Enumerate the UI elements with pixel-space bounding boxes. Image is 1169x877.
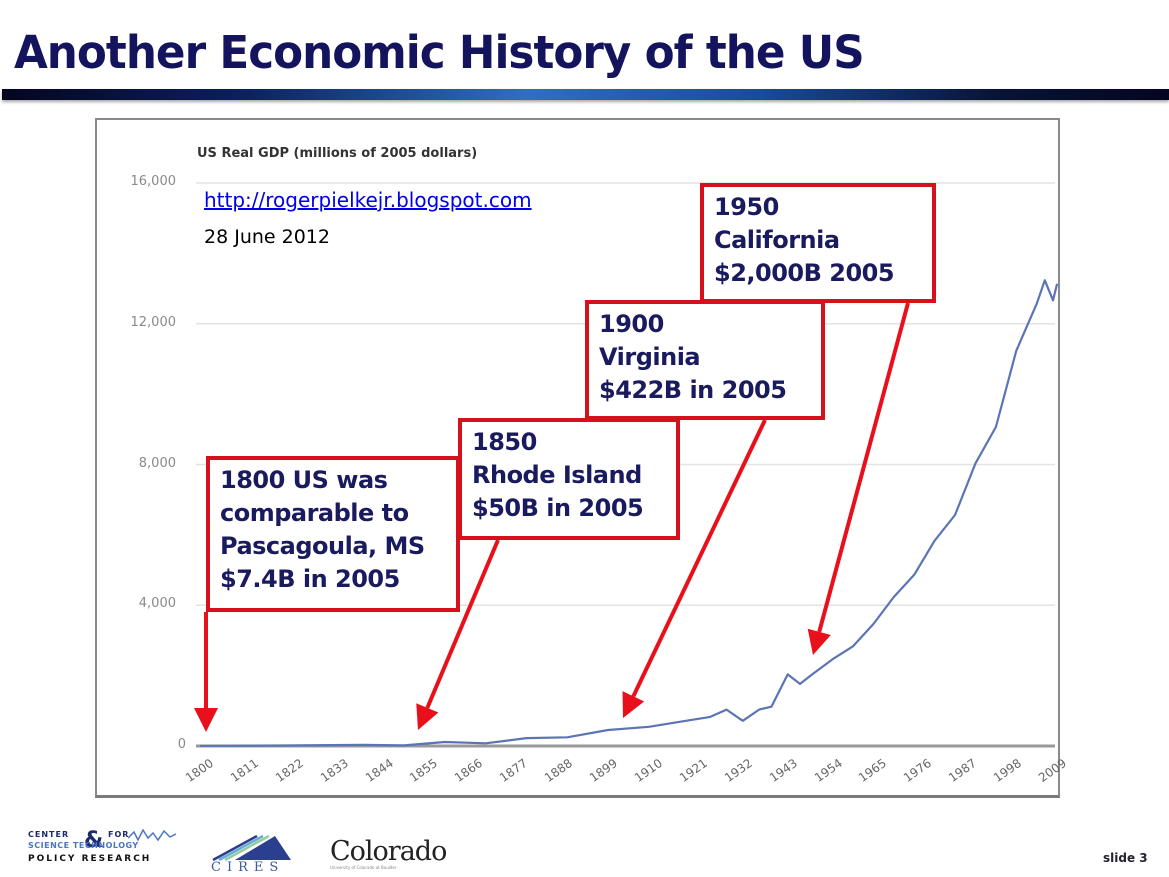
callout-1950-california: 1950 California $2,000B 2005 <box>700 183 936 303</box>
colorado-logo-text: Colorado <box>330 836 447 867</box>
callout-1900-virginia: 1900 Virginia $422B in 2005 <box>585 300 825 420</box>
slide-title: Another Economic History of the US <box>14 26 865 79</box>
callout-line: 1900 <box>599 310 664 338</box>
y-tick-label: 4,000 <box>138 596 176 612</box>
slide-number: slide 3 <box>1103 851 1148 865</box>
y-tick-label: 12,000 <box>130 314 177 330</box>
callout-1850-rhode-island: 1850 Rhode Island $50B in 2005 <box>458 418 680 540</box>
callout-1800-pascagoula: 1800 US was comparable to Pascagoula, MS… <box>206 456 460 612</box>
arrowhead-icon <box>416 703 439 730</box>
mountain-icon <box>212 834 291 862</box>
callout-arrow-shaft <box>817 302 910 633</box>
title-underline-bar <box>2 89 1169 100</box>
blog-date: 28 June 2012 <box>204 226 330 248</box>
arrowhead-icon <box>194 708 218 732</box>
callout-line: $50B in 2005 <box>472 494 644 522</box>
chart-title: US Real GDP (millions of 2005 dollars) <box>197 146 478 161</box>
callout-line: $2,000B 2005 <box>714 259 895 287</box>
arrowhead-icon <box>622 691 645 718</box>
callout-line: Pascagoula, MS <box>220 532 425 560</box>
cires-logo: CIRES <box>205 830 295 875</box>
colorado-logo: Colorado University of Colorado at Bould… <box>330 836 447 870</box>
callout-line: $7.4B in 2005 <box>220 565 400 593</box>
colorado-logo-subtitle: University of Colorado at Boulder <box>330 865 397 870</box>
cstpr-logo: CENTER & FOR SCIENCE TECHNOLOGY POLICY R… <box>28 828 178 872</box>
callout-line: $422B in 2005 <box>599 376 787 404</box>
blog-url-link[interactable]: http://rogerpielkejr.blogspot.com <box>204 188 532 212</box>
cstpr-logo-line1: CENTER <box>28 830 70 839</box>
waveform-icon <box>128 828 177 842</box>
cstpr-logo-line3: POLICY RESEARCH <box>28 854 152 864</box>
callout-line: Rhode Island <box>472 461 642 489</box>
callout-line: Virginia <box>599 343 701 371</box>
y-tick-label: 16,000 <box>130 174 177 189</box>
callout-line: 1950 <box>714 193 779 221</box>
cstpr-logo-line2: SCIENCE TECHNOLOGY <box>28 841 139 850</box>
callout-line: 1800 US was <box>220 466 388 494</box>
callout-arrows <box>194 302 910 732</box>
callout-line: comparable to <box>220 499 409 527</box>
y-tick-label: 0 <box>177 737 186 752</box>
cires-logo-text: CIRES <box>211 860 285 875</box>
cstpr-logo-for: FOR <box>108 830 130 839</box>
arrowhead-icon <box>807 628 831 655</box>
callout-line: California <box>714 226 840 254</box>
callout-arrow-shaft <box>425 539 500 709</box>
callout-arrow-shaft <box>631 419 767 698</box>
y-tick-label: 8,000 <box>138 455 176 471</box>
gdp-series-line <box>199 279 1059 747</box>
callout-line: 1850 <box>472 428 537 456</box>
cstpr-logo-ampersand: & <box>84 828 104 853</box>
